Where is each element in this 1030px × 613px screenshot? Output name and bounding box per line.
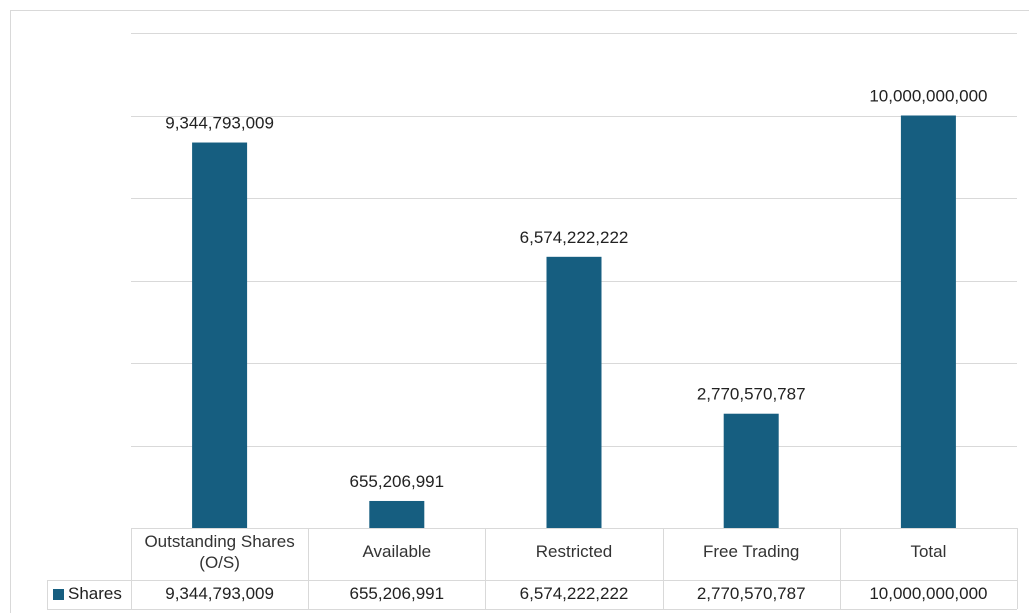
value-label: 6,574,222,222 bbox=[520, 228, 629, 247]
value-label: 655,206,991 bbox=[350, 472, 445, 491]
category-label: Restricted bbox=[536, 542, 613, 561]
legend-key bbox=[53, 589, 64, 600]
bar bbox=[192, 142, 248, 528]
category-label: Total bbox=[910, 542, 946, 561]
table-value: 10,000,000,000 bbox=[869, 584, 987, 603]
data-table: Outstanding Shares (O/S) Available Restrict… bbox=[47, 528, 1018, 610]
bar bbox=[546, 256, 602, 528]
value-labels: 9,344,793,009 655,206,991 6,574,222,222 2,7… bbox=[165, 87, 987, 491]
table-value: 2,770,570,787 bbox=[697, 584, 806, 603]
category-label: Free Trading bbox=[703, 542, 799, 561]
bar bbox=[900, 115, 956, 528]
table-value: 9,344,793,009 bbox=[165, 584, 274, 603]
bars bbox=[192, 115, 956, 528]
series-name: Shares bbox=[68, 584, 122, 603]
value-label: 10,000,000,000 bbox=[869, 87, 987, 106]
value-label: 9,344,793,009 bbox=[165, 114, 274, 133]
category-label: Available bbox=[362, 542, 431, 561]
table-value: 655,206,991 bbox=[350, 584, 445, 603]
category-label: Outstanding Shares (O/S) bbox=[144, 532, 294, 572]
table-value: 6,574,222,222 bbox=[520, 584, 629, 603]
bar bbox=[723, 413, 779, 528]
value-label: 2,770,570,787 bbox=[697, 385, 806, 404]
bar bbox=[369, 500, 425, 528]
chart-frame bbox=[10, 10, 1029, 613]
